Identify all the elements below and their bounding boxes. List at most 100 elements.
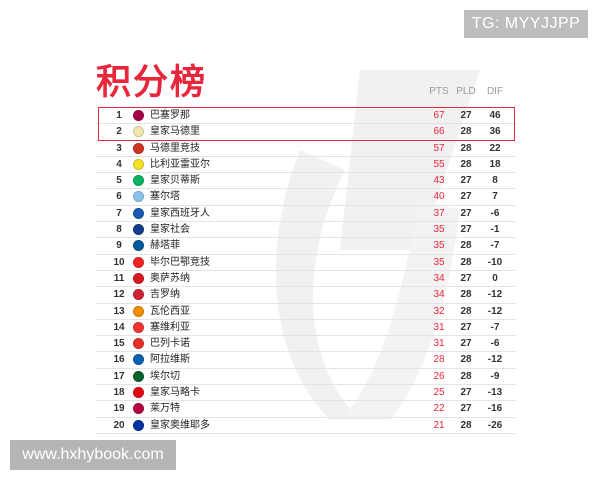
table-row[interactable]: 11 奥萨苏纳 34 27 0 [96,271,516,288]
played-cell: 27 [460,191,472,203]
points-cell: 31 [433,338,445,350]
goal-diff-cell: -12 [487,305,503,317]
table-row[interactable]: 3 马德里竞技 57 28 22 [96,141,516,157]
table-row[interactable]: 2 皇家马德里 66 28 36 [96,124,516,141]
table-row[interactable]: 4 比利亚雷亚尔 55 28 18 [96,157,516,174]
header-dif: DIF [486,86,504,97]
table-row[interactable]: 1 巴塞罗那 67 27 46 [96,108,516,125]
played-cell: 28 [460,158,472,170]
table-row[interactable]: 9 赫塔菲 35 28 -7 [96,238,516,255]
celta-crest-icon [133,191,144,203]
position-cell: 12 [113,289,125,301]
points-cell: 32 [433,305,445,317]
team-name-cell: 皇家贝蒂斯 [150,175,200,187]
position-cell: 8 [116,224,122,236]
points-cell: 31 [433,321,445,333]
goal-diff-cell: -12 [487,354,503,366]
betis-crest-icon [133,175,144,187]
points-cell: 25 [433,387,445,399]
page-title: 积分榜 [96,63,208,103]
table-row[interactable]: 6 塞尔塔 40 27 7 [96,189,516,206]
position-cell: 10 [113,256,125,268]
table-row[interactable]: 18 皇家马略卡 25 27 -13 [96,385,516,402]
position-cell: 19 [113,403,125,415]
points-cell: 37 [433,207,445,219]
position-cell: 4 [116,158,122,170]
position-cell: 7 [116,207,122,219]
team-name-cell: 毕尔巴鄂竞技 [150,256,210,268]
position-cell: 11 [113,272,125,284]
position-cell: 6 [116,191,122,203]
team-name-cell: 皇家西班牙人 [150,207,210,219]
position-cell: 1 [116,110,122,121]
points-cell: 66 [433,126,445,138]
goal-diff-cell: 0 [492,272,498,284]
girona-crest-icon [133,289,144,301]
position-cell: 2 [116,126,122,138]
team-name-cell: 比利亚雷亚尔 [150,158,210,170]
goal-diff-cell: 18 [489,158,501,170]
real-sociedad-crest-icon [133,224,144,236]
valencia-crest-icon [133,305,144,317]
points-cell: 40 [433,191,445,203]
played-cell: 27 [460,272,472,284]
position-cell: 13 [113,305,125,317]
table-row[interactable]: 8 皇家社会 35 27 -1 [96,222,516,239]
goal-diff-cell: -12 [487,289,503,301]
table-row[interactable]: 20 皇家奥维耶多 21 28 -26 [96,418,516,434]
table-row[interactable]: 15 巴列卡诺 31 27 -6 [96,336,516,353]
table-row[interactable]: 16 阿拉维斯 28 28 -12 [96,352,516,369]
played-cell: 28 [460,419,472,431]
points-cell: 43 [433,175,445,187]
played-cell: 28 [460,256,472,268]
elche-crest-icon [133,370,144,382]
table-row[interactable]: 13 瓦伦西亚 32 28 -12 [96,304,516,320]
team-name-cell: 瓦伦西亚 [150,305,190,317]
played-cell: 28 [460,305,472,317]
team-name-cell: 奥萨苏纳 [150,272,190,284]
table-row[interactable]: 7 皇家西班牙人 37 27 -6 [96,206,516,223]
table-row[interactable]: 14 塞维利亚 31 27 -7 [96,320,516,337]
goal-diff-cell: 22 [489,142,501,154]
goal-diff-cell: 7 [492,191,498,203]
played-cell: 28 [460,289,472,301]
position-cell: 16 [113,354,125,366]
team-name-cell: 埃尔切 [150,370,180,382]
mallorca-crest-icon [133,387,144,399]
goal-diff-cell: -6 [490,207,500,219]
team-name-cell: 皇家奥维耶多 [150,419,210,431]
played-cell: 27 [460,224,472,236]
goal-diff-cell: -7 [490,321,500,333]
standings-table: 1 巴塞罗那 67 27 46 2 皇家马德里 66 28 36 3 马德里竞技 57 28 22 4 比利亚雷… [96,108,516,434]
position-cell: 20 [113,419,125,431]
sevilla-crest-icon [133,321,144,333]
goal-diff-cell: -26 [487,419,503,431]
points-cell: 55 [433,158,445,170]
goal-diff-cell: -13 [487,387,503,399]
barcelona-crest-icon [133,110,144,121]
table-row[interactable]: 19 莱万特 22 27 -16 [96,401,516,418]
position-cell: 5 [116,175,122,187]
getafe-crest-icon [133,240,144,252]
team-name-cell: 莱万特 [150,403,180,415]
espanyol-crest-icon [133,207,144,219]
points-cell: 67 [433,110,445,121]
table-row[interactable]: 5 皇家贝蒂斯 43 27 8 [96,173,516,190]
villarreal-crest-icon [133,158,144,170]
goal-diff-cell: -10 [487,256,503,268]
table-row[interactable]: 10 毕尔巴鄂竞技 35 28 -10 [96,255,516,271]
team-name-cell: 吉罗纳 [150,289,180,301]
team-name-cell: 巴塞罗那 [150,110,190,121]
table-row[interactable]: 12 吉罗纳 34 28 -12 [96,287,516,304]
position-cell: 3 [116,142,122,154]
team-name-cell: 塞维利亚 [150,321,190,333]
points-cell: 35 [433,256,445,268]
table-row[interactable]: 17 埃尔切 26 28 -9 [96,369,516,386]
team-name-cell: 马德里竞技 [150,142,200,154]
header-pld: PLD [456,86,476,97]
played-cell: 28 [460,126,472,138]
played-cell: 27 [460,175,472,187]
points-cell: 34 [433,289,445,301]
team-name-cell: 赫塔菲 [150,240,180,252]
goal-diff-cell: 8 [492,175,498,187]
